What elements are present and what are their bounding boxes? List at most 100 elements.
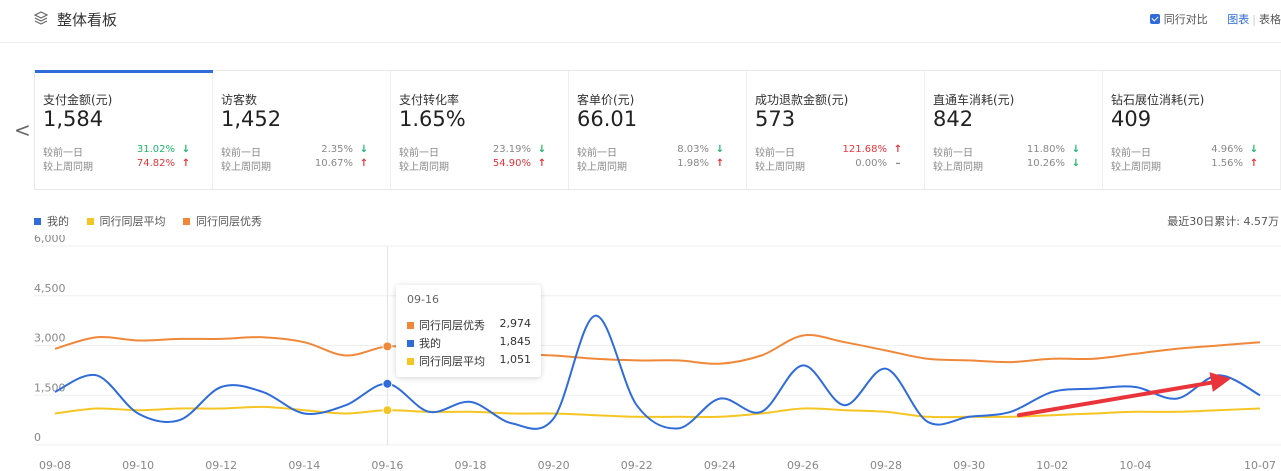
metric-card[interactable]: 成功退款金额(元) 573 较前一日 121.68% ↑ 较上周同期 0.00% – <box>747 71 925 189</box>
metric-label: 访客数 <box>221 93 258 107</box>
compare-label: 较前一日 <box>577 148 617 159</box>
x-tick-label: 09-16 <box>371 459 403 471</box>
metric-card[interactable]: 支付金额(元) 1,584 较前一日 31.02% ↓ 较上周同期 74.82% ↑ <box>35 70 213 189</box>
x-tick-label: 09-24 <box>704 459 736 471</box>
compare-value: 0.00% <box>855 158 887 169</box>
compare-value: 11.80% <box>1026 144 1065 155</box>
legend-item[interactable]: 同行同层优秀 <box>183 215 262 228</box>
x-tick-label: 10-07 <box>1244 459 1276 471</box>
view-chart-link[interactable]: 图表 <box>1227 13 1250 26</box>
down-arrow-icon: ↓ <box>181 144 191 155</box>
x-tick-label: 09-18 <box>455 459 487 471</box>
tooltip-value: 2,974 <box>499 317 532 330</box>
metrics-strip: 支付金额(元) 1,584 较前一日 31.02% ↓ 较上周同期 74.82% ↑ 访… <box>34 70 1281 190</box>
tooltip-swatch <box>407 358 414 365</box>
x-tick-label: 09-22 <box>621 459 653 471</box>
compare-label: 较前一日 <box>755 148 795 159</box>
compare-value: 1.56% <box>1211 158 1243 169</box>
peer-compare-label[interactable]: 同行对比 <box>1163 13 1208 26</box>
compare-label: 较前一日 <box>43 148 83 159</box>
page-title: 整体看板 <box>57 11 118 29</box>
tooltip-swatch <box>407 322 414 329</box>
down-arrow-icon: ↓ <box>537 144 547 155</box>
tooltip-value: 1,845 <box>499 335 532 348</box>
tooltip-series-name: 同行同层平均 <box>419 355 485 368</box>
metric-card[interactable]: 钻石展位消耗(元) 409 较前一日 4.96% ↓ 较上周同期 1.56% ↑ <box>1103 71 1281 189</box>
compare-value: 121.68% <box>842 144 888 155</box>
peer-compare-checkbox[interactable] <box>1149 14 1160 24</box>
header-divider <box>0 42 1281 43</box>
legend-swatch <box>34 218 41 225</box>
metric-card[interactable]: 直通车消耗(元) 842 较前一日 11.80% ↓ 较上周同期 10.26% ↓ <box>925 71 1103 189</box>
flat-dash-icon: – <box>895 158 901 169</box>
compare-value: 2.35% <box>321 144 353 155</box>
down-arrow-icon: ↓ <box>715 144 725 155</box>
compare-last-week: 较上周同期 74.82% ↑ <box>43 158 203 173</box>
layers-icon <box>33 11 49 25</box>
compare-prev-day: 较前一日 11.80% ↓ <box>933 144 1093 159</box>
compare-label: 较前一日 <box>399 148 439 159</box>
legend-label: 我的 <box>47 215 69 228</box>
metric-value: 409 <box>1111 107 1152 131</box>
compare-label: 较上周同期 <box>755 162 805 173</box>
header-controls: 同行对比 图表 | 表格 <box>1149 11 1281 27</box>
y-tick-label: 0 <box>34 431 41 444</box>
compare-last-week: 较上周同期 1.98% ↑ <box>577 158 737 173</box>
x-tick-label: 09-10 <box>122 459 154 471</box>
compare-prev-day: 较前一日 4.96% ↓ <box>1111 144 1271 159</box>
tooltip-value: 1,051 <box>499 353 532 366</box>
x-tick-label: 10-04 <box>1119 459 1151 471</box>
x-tick-label: 09-28 <box>870 459 902 471</box>
metric-card[interactable]: 支付转化率 1.65% 较前一日 23.19% ↓ 较上周同期 54.90% ↑ <box>391 71 569 189</box>
compare-last-week: 较上周同期 54.90% ↑ <box>399 158 559 173</box>
legend-label: 同行同层平均 <box>99 215 166 228</box>
compare-value: 8.03% <box>677 144 709 155</box>
annotation-arrow-shaft <box>1017 378 1225 418</box>
up-arrow-icon: ↑ <box>715 158 725 169</box>
x-tick-label: 09-30 <box>953 459 985 471</box>
legend-swatch <box>86 218 94 225</box>
view-table-link[interactable]: 表格 <box>1259 13 1281 26</box>
compare-value: 10.67% <box>314 158 353 169</box>
compare-last-week: 较上周同期 10.67% ↑ <box>221 158 381 173</box>
compare-last-week: 较上周同期 0.00% – <box>755 158 915 173</box>
chart-legend: 我的 同行同层平均 同行同层优秀 <box>34 213 276 229</box>
compare-label: 较上周同期 <box>933 162 983 173</box>
y-tick-label: 3,000 <box>34 332 66 345</box>
tooltip-series-name: 同行同层优秀 <box>419 319 485 332</box>
x-tick-label: 09-20 <box>538 459 570 471</box>
metric-label: 客单价(元) <box>577 93 635 107</box>
compare-prev-day: 较前一日 23.19% ↓ <box>399 144 559 159</box>
compare-label: 较上周同期 <box>399 162 449 173</box>
legend-item[interactable]: 我的 <box>34 215 69 228</box>
legend-item[interactable]: 同行同层平均 <box>86 215 166 228</box>
metric-card[interactable]: 访客数 1,452 较前一日 2.35% ↓ 较上周同期 10.67% ↑ <box>213 71 391 189</box>
down-arrow-icon: ↓ <box>1249 144 1259 155</box>
compare-last-week: 较上周同期 10.26% ↓ <box>933 158 1093 173</box>
metric-card[interactable]: 客单价(元) 66.01 较前一日 8.03% ↓ 较上周同期 1.98% ↑ <box>569 71 747 189</box>
tooltip-swatch <box>407 340 414 347</box>
dashboard-header: 整体看板 同行对比 图表 | 表格 <box>0 0 1281 38</box>
x-tick-label: 10-02 <box>1036 459 1068 471</box>
cumulative-total: 最近30日累计: 4.57万 <box>1167 215 1279 228</box>
compare-label: 较上周同期 <box>221 162 271 173</box>
compare-label: 较前一日 <box>221 148 261 159</box>
metric-label: 直通车消耗(元) <box>933 93 1015 107</box>
metric-label: 成功退款金额(元) <box>755 93 849 107</box>
y-tick-label: 4,500 <box>34 282 66 295</box>
tooltip-row: 同行同层平均 1,051 <box>407 353 531 369</box>
compare-prev-day: 较前一日 121.68% ↑ <box>755 144 915 159</box>
tooltip-series-name: 我的 <box>419 337 441 350</box>
hover-point <box>382 341 393 352</box>
metric-value: 1,584 <box>43 107 104 131</box>
tooltip-row: 同行同层优秀 2,974 <box>407 317 531 333</box>
compare-value: 74.82% <box>136 158 175 169</box>
compare-prev-day: 较前一日 2.35% ↓ <box>221 144 381 159</box>
y-tick-label: 6,000 <box>34 235 66 245</box>
metric-value: 842 <box>933 107 974 131</box>
hover-point <box>382 378 393 389</box>
chart-tooltip: 09-16 同行同层优秀 2,974 我的 1,845 同行同层平均 1,051 <box>396 285 541 377</box>
prev-metrics-button[interactable]: < <box>14 118 31 142</box>
x-tick-label: 09-12 <box>205 459 237 471</box>
